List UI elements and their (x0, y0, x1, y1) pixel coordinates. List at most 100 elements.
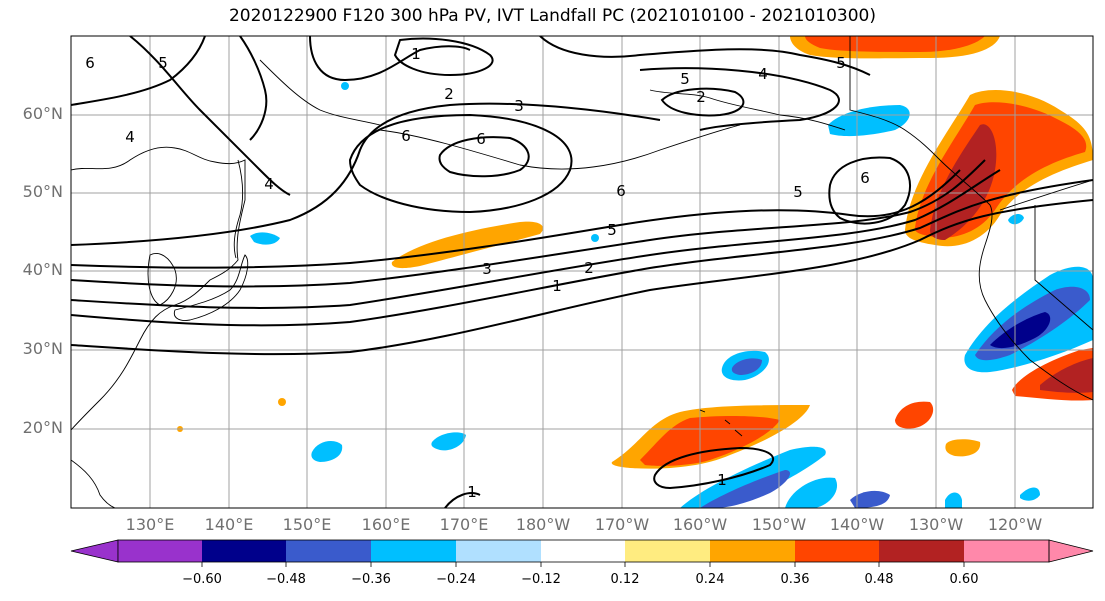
contour-north-1 (309, 36, 471, 82)
coast-hawaii (699, 409, 743, 437)
coast-asia (71, 146, 246, 431)
lon-label: 120°W (987, 515, 1043, 534)
colorbar-tick-label: −0.60 (182, 572, 222, 587)
colorbar-segment (286, 540, 371, 562)
lon-label: 180°W (515, 515, 571, 534)
pos-band-mid (391, 221, 544, 269)
contour-label: 3 (514, 97, 524, 115)
contour-label: 5 (836, 54, 846, 72)
coast-north-america (849, 36, 1093, 401)
contour-2 (71, 179, 1093, 327)
contour-4 (71, 159, 986, 288)
colorbar-tick-label: −0.24 (436, 572, 476, 587)
coastlines (71, 36, 1093, 508)
contour-label: 5 (607, 221, 617, 239)
contour-3 (71, 169, 1001, 309)
contour-6-east (828, 156, 911, 225)
pv-contours (71, 36, 1093, 508)
lon-label: 140°E (204, 515, 254, 534)
neg-blob-8 (341, 82, 349, 90)
pos-region-south-inner (640, 415, 780, 466)
pos-blob-1 (895, 401, 934, 429)
pos-blob-3 (278, 398, 286, 406)
colorbar-segment (879, 540, 964, 562)
colorbar-segment (456, 540, 541, 562)
contour-label: 6 (860, 169, 870, 187)
contour-1-south (653, 446, 775, 490)
contour-4-north (539, 36, 871, 76)
lat-label: 30°N (22, 339, 63, 358)
contour-label: 6 (85, 54, 95, 72)
colorbar-segment (795, 540, 879, 562)
lon-label: 130°W (908, 515, 964, 534)
colorbar-tick-label: 0.60 (949, 572, 979, 587)
coast-sakhalin (233, 159, 244, 259)
pos-blob-2 (945, 439, 981, 457)
colorbar-segment (541, 540, 625, 562)
neg-region-north (828, 105, 910, 137)
contour-1 (71, 199, 1093, 356)
colorbar (70, 539, 1094, 567)
border-us-canada (999, 179, 1093, 211)
contour-label: 2 (696, 88, 706, 106)
contour-label: 1 (552, 277, 562, 295)
lat-label: 60°N (22, 104, 63, 123)
coast-japan (173, 254, 249, 321)
colorbar-tick-label: 0.12 (610, 572, 640, 587)
lon-label: 140°W (829, 515, 885, 534)
coast-kamchatka (259, 59, 381, 126)
lat-label: 40°N (22, 260, 63, 279)
contour-label: 1 (717, 471, 727, 489)
contour-label-group: 1 2 3 4 5 6 6 6 5 6 5 3 2 1 4 5 2 1 4 1 … (85, 45, 870, 501)
contour-6 (71, 102, 661, 246)
colorbar-segment (964, 540, 1049, 562)
colorbar-tick-label: 0.48 (864, 572, 894, 587)
lon-label: 170°W (594, 515, 650, 534)
lon-label: 150°E (282, 515, 332, 534)
colorbar-tick-label: 0.24 (695, 572, 725, 587)
coast-alaska (649, 89, 846, 131)
contour-3-east (639, 67, 840, 131)
neg-blob-10 (1020, 487, 1040, 501)
lon-label: 130°E (125, 515, 175, 534)
contour-label: 5 (680, 70, 690, 88)
coast-korea (147, 253, 177, 306)
colorbar-tick-label: −0.12 (521, 572, 561, 587)
lat-label: 20°N (22, 418, 63, 437)
border-states (1034, 205, 1093, 331)
contour-label: 4 (125, 128, 135, 146)
lon-label: 170°E (439, 515, 489, 534)
contour-label: 6 (476, 130, 486, 148)
contour-label: 6 (401, 127, 411, 145)
colorbar-tick-label: −0.36 (351, 572, 391, 587)
contour-label: 2 (444, 85, 454, 103)
contour-label: 4 (264, 175, 274, 193)
contour-5-west (71, 36, 206, 106)
map-frame-border (70, 35, 1094, 509)
contour-label: 5 (793, 183, 803, 201)
neg-region-south-inner (700, 470, 790, 508)
lat-label: 50°N (22, 182, 63, 201)
neg-region-sw-core (990, 312, 1051, 349)
contour-1-south-left (444, 492, 481, 508)
contour-left-mid (239, 36, 268, 141)
neg-region-south (680, 446, 826, 508)
contour-inner-6 (438, 136, 530, 178)
neg-blob-2 (785, 477, 838, 508)
map-title: 2020122900 F120 300 hPa PV, IVT Landfall… (228, 6, 876, 26)
colorbar-extend-high (1048, 539, 1094, 563)
colorbar-border (117, 539, 1050, 563)
coast-philippines (71, 459, 116, 508)
neg-blob-9 (945, 492, 962, 508)
lon-label: 160°W (672, 515, 728, 534)
lon-label: 160°E (361, 515, 411, 534)
neg-blob-5 (431, 432, 466, 451)
colorbar-segment (202, 540, 286, 562)
contour-label: 1 (411, 45, 421, 63)
colorbar-segment (371, 540, 456, 562)
contour-6-closed (348, 113, 573, 214)
contour-label: 6 (616, 182, 626, 200)
colorbar-segment (118, 540, 202, 562)
neg-blob-4 (311, 440, 343, 462)
